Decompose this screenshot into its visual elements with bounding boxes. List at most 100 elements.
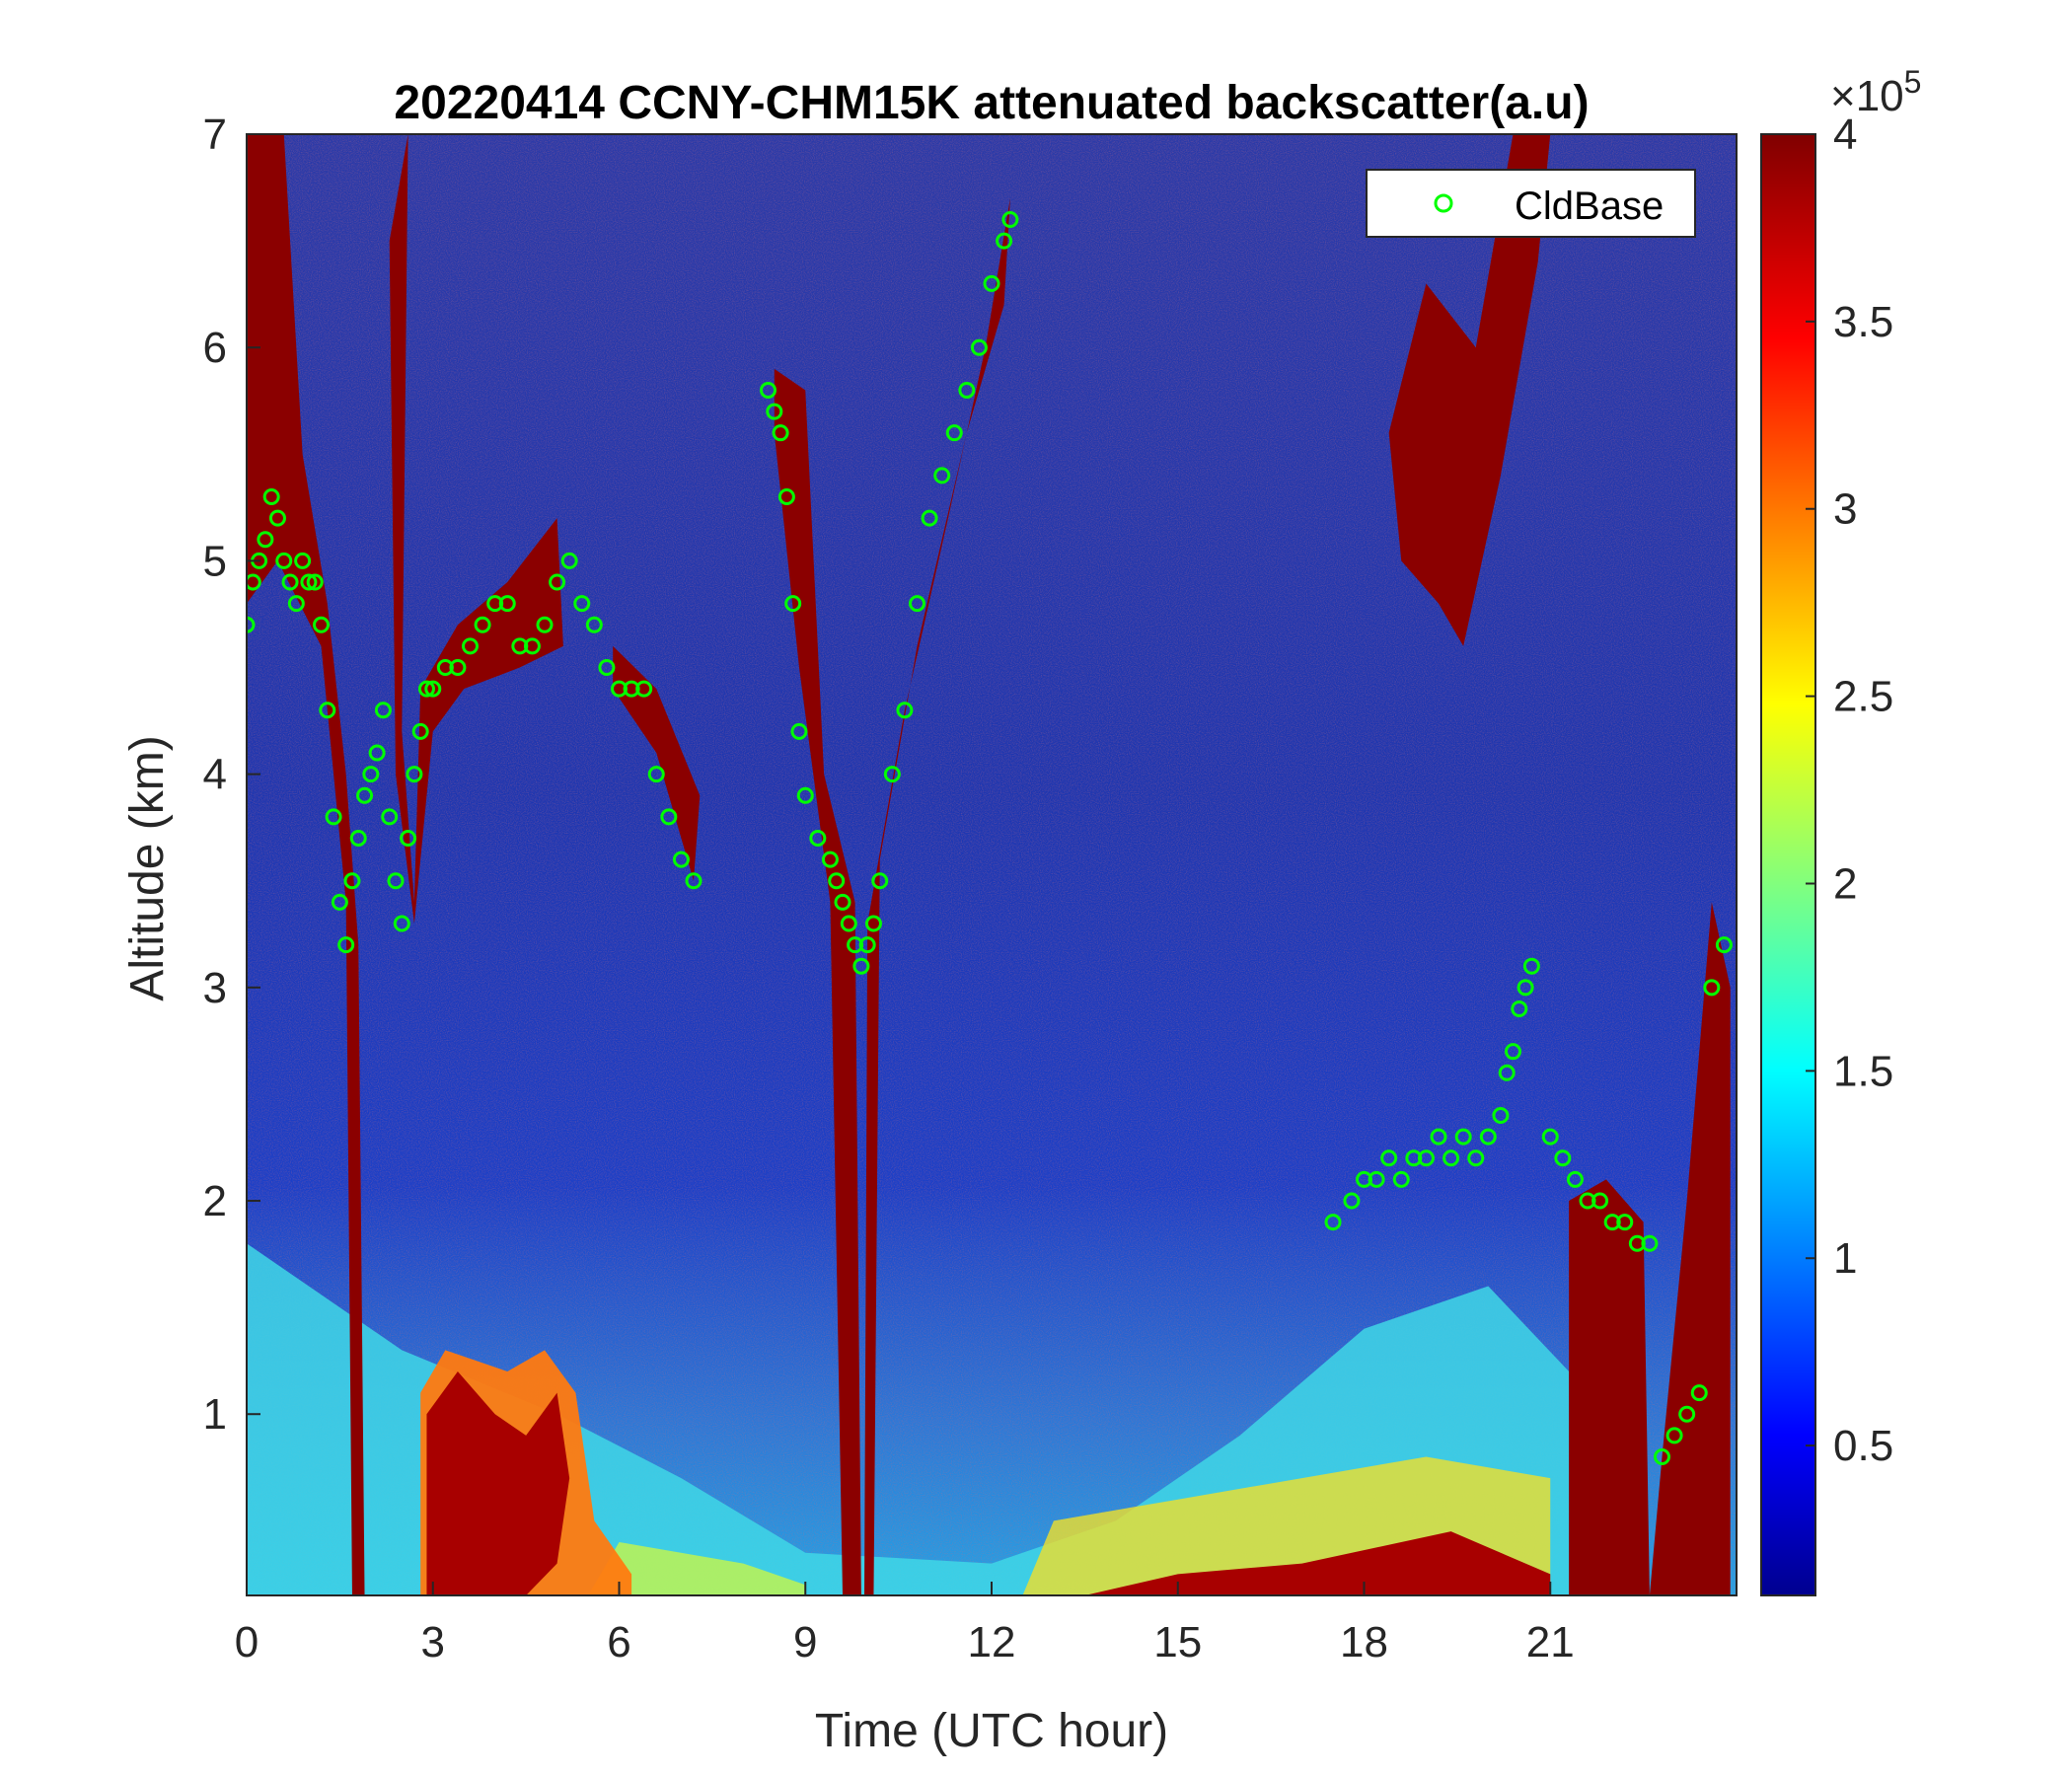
cldbase-markers — [247, 210, 1733, 1465]
cldbase-point — [356, 786, 374, 804]
aerosol-plume-core — [426, 1370, 570, 1595]
x-tick-label: 6 — [607, 1618, 630, 1666]
cldbase-point — [306, 573, 324, 591]
cloud-early — [247, 134, 365, 1595]
cldbase-point — [796, 786, 814, 804]
cldbase-point — [852, 957, 870, 975]
y-tick-label: 2 — [203, 1177, 227, 1225]
x-tick-label: 9 — [793, 1618, 817, 1666]
cldbase-point — [933, 467, 951, 484]
cldbase-point — [1417, 1149, 1435, 1167]
cldbase-point — [996, 232, 1013, 250]
cldbase-point — [1554, 1149, 1572, 1167]
cldbase-point — [585, 616, 603, 633]
cldbase-point — [1443, 1149, 1460, 1167]
cldbase-point — [660, 808, 678, 826]
colorbar-tick-label: 0.5 — [1833, 1422, 1893, 1470]
cldbase-point — [474, 616, 491, 633]
cldbase-point — [858, 936, 876, 954]
cldbase-point — [1566, 1170, 1584, 1188]
cldbase-point — [325, 808, 342, 826]
cldbase-point — [417, 680, 435, 698]
cldbase-point — [945, 424, 963, 442]
cldbase-point — [387, 872, 405, 890]
cldbase-point — [1368, 1170, 1385, 1188]
cldbase-point — [498, 595, 516, 613]
cldbase-point — [840, 915, 857, 932]
x-tick-label: 0 — [235, 1618, 259, 1666]
cldbase-point — [1492, 1107, 1510, 1125]
cldbase-point — [462, 637, 479, 655]
cldbase-point — [909, 595, 925, 613]
cldbase-point — [349, 829, 367, 847]
chart-title: 20220414 CCNY-CHM15K attenuated backscat… — [394, 77, 1589, 129]
cloud-evening-high — [1388, 134, 1551, 646]
cloud-mid-level — [389, 134, 563, 924]
cldbase-point — [685, 872, 703, 890]
y-tick-label: 3 — [203, 964, 227, 1012]
cldbase-point — [536, 616, 554, 633]
cldbase-point — [672, 851, 690, 868]
cldbase-point — [834, 893, 851, 911]
cldbase-point — [523, 637, 541, 655]
cldbase-point — [1522, 957, 1540, 975]
cldbase-point — [381, 808, 399, 826]
cldbase-point — [337, 936, 355, 954]
x-tick-label: 12 — [968, 1618, 1016, 1666]
colorbar-tick-label: 3 — [1833, 485, 1857, 534]
cldbase-point — [319, 702, 336, 719]
y-tick-label: 7 — [203, 111, 227, 159]
cldbase-point — [1505, 1043, 1521, 1061]
cldbase-point — [784, 595, 802, 613]
cldbase-point — [1467, 1149, 1485, 1167]
cldbase-point — [1430, 1128, 1447, 1146]
cldbase-point — [247, 616, 256, 633]
cldbase-point — [635, 680, 653, 698]
plot-area — [247, 134, 1737, 1595]
cldbase-point — [1703, 979, 1721, 997]
cldbase-point — [883, 766, 901, 783]
cldbase-point — [1454, 1128, 1472, 1146]
cldbase-point — [393, 915, 410, 932]
surface-layer-high — [1084, 1531, 1551, 1595]
cldbase-point — [896, 702, 914, 719]
cldbase-point — [958, 381, 976, 399]
cldbase-point — [1517, 979, 1534, 997]
legend-cldbase-marker — [1434, 193, 1453, 213]
x-tick-label: 18 — [1340, 1618, 1388, 1666]
cldbase-point — [281, 573, 299, 591]
cldbase-point — [970, 338, 988, 356]
cldbase-point — [300, 573, 318, 591]
cldbase-point — [1690, 1384, 1708, 1402]
cldbase-point — [983, 274, 1000, 292]
cldbase-point — [598, 659, 616, 677]
cldbase-point — [247, 573, 261, 591]
cldbase-point — [257, 531, 274, 549]
cldbase-point — [400, 829, 417, 847]
cldbase-point — [343, 872, 361, 890]
colorbar-tick-label: 2 — [1833, 859, 1857, 908]
cldbase-point — [1665, 1427, 1683, 1444]
cldbase-point — [777, 488, 795, 506]
x-tick-label: 21 — [1526, 1618, 1575, 1666]
cldbase-point — [331, 893, 348, 911]
x-tick-label: 15 — [1153, 1618, 1202, 1666]
cldbase-point — [1715, 936, 1733, 954]
cldbase-point — [406, 766, 423, 783]
cldbase-point — [766, 403, 783, 420]
cldbase-point — [1641, 1234, 1659, 1252]
cldbase-point — [1380, 1149, 1398, 1167]
colorbar-gradient — [1760, 133, 1816, 1596]
colorbar-tick-label: 1 — [1833, 1234, 1857, 1283]
colorbar-tick-label: 1.5 — [1833, 1047, 1893, 1095]
x-axis-label: Time (UTC hour) — [815, 1705, 1168, 1757]
cldbase-point — [647, 766, 665, 783]
y-tick-label: 5 — [203, 537, 227, 585]
legend: CldBase — [1366, 169, 1696, 238]
cldbase-point — [828, 872, 846, 890]
legend-cldbase-label: CldBase — [1515, 185, 1664, 228]
colorbar-exponent: ×105 — [1830, 64, 1921, 120]
cldbase-point — [864, 915, 882, 932]
cldbase-point — [1654, 1447, 1670, 1465]
